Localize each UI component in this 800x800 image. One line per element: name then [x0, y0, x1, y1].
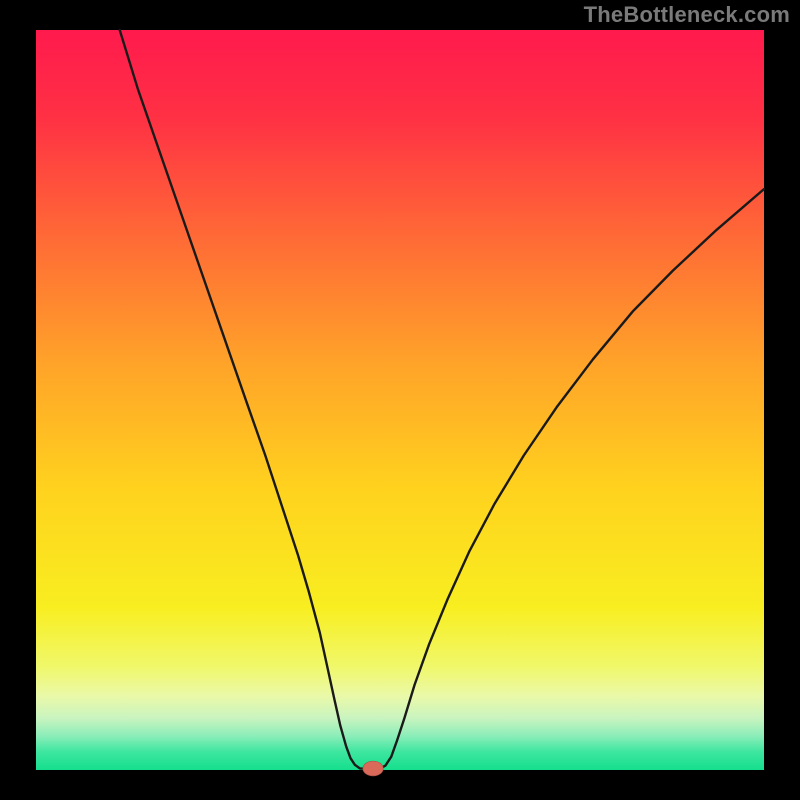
bottleneck-curve-chart: [0, 0, 800, 800]
watermark-text: TheBottleneck.com: [584, 2, 790, 28]
plot-background-gradient: [36, 30, 764, 770]
chart-container: TheBottleneck.com: [0, 0, 800, 800]
valley-marker: [363, 761, 383, 776]
